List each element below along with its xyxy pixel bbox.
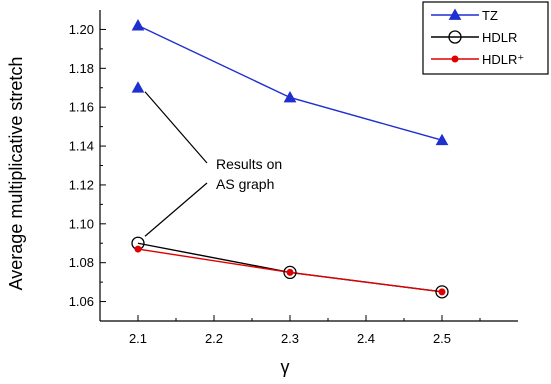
data-point-0 — [435, 133, 449, 146]
y-tick-label: 1.20 — [69, 22, 94, 37]
annotation-line: AS graph — [216, 176, 274, 192]
annotation-arrow — [144, 182, 208, 237]
data-point-2 — [438, 288, 446, 296]
y-tick-label: 1.08 — [69, 255, 94, 270]
legend-label: TZ — [482, 8, 498, 23]
x-tick-label: 2.3 — [281, 331, 299, 346]
y-tick-label: 1.12 — [69, 177, 94, 192]
data-point-2 — [286, 268, 294, 276]
legend-marker — [448, 30, 462, 44]
y-tick-label: 1.10 — [69, 216, 94, 231]
y-tick-label: 1.16 — [69, 100, 94, 115]
x-axis-title: γ — [281, 357, 290, 377]
legend-label: HDLR⁺ — [482, 52, 524, 67]
x-tick-label: 2.1 — [129, 331, 147, 346]
series-line-1 — [137, 242, 443, 293]
legend-marker — [448, 8, 462, 20]
legend-marker — [451, 55, 459, 63]
series-line-0 — [137, 24, 443, 141]
y-tick-label: 1.14 — [69, 139, 94, 154]
data-point-extra — [131, 81, 145, 93]
data-point-0 — [283, 90, 297, 103]
axes: 1.06 1.08 1.10 1.12 1.14 1.16 1.18 1.20 2.1 2.2 2.… — [6, 10, 518, 377]
legend-box — [422, 1, 549, 75]
y-tick-label: 1.06 — [69, 294, 94, 309]
annotation-arrow — [144, 91, 208, 164]
data-point-2 — [134, 245, 142, 253]
x-tick-label: 2.4 — [357, 331, 375, 346]
data-point-1 — [283, 265, 297, 280]
series-layer — [131, 19, 449, 299]
y-axis-title: Average multiplicative stretch — [6, 57, 26, 291]
x-tick-label: 2.2 — [205, 331, 223, 346]
annotation: Results on AS graph — [144, 91, 282, 237]
x-tick-label: 2.5 — [433, 331, 451, 346]
y-tick-label: 1.18 — [69, 61, 94, 76]
data-point-0 — [131, 19, 145, 31]
data-point-1 — [435, 285, 449, 299]
annotation-line: Results on — [216, 156, 282, 172]
legend: TZ HDLR HDLR⁺ — [422, 1, 549, 75]
legend-label: HDLR — [482, 30, 517, 45]
